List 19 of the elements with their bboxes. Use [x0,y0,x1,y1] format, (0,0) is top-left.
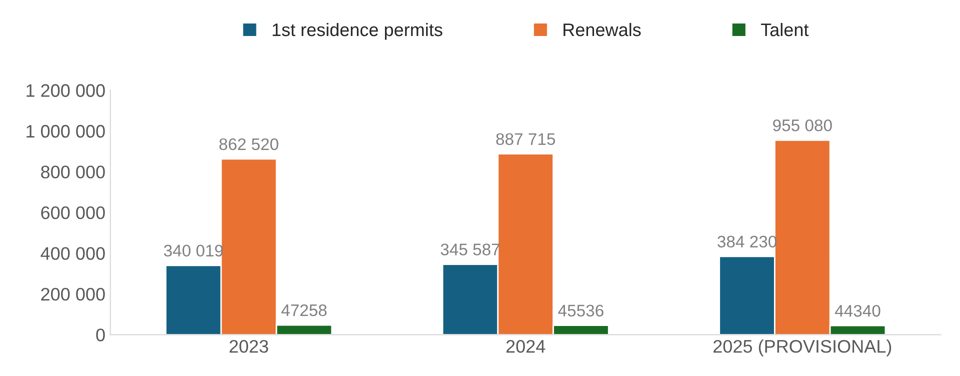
legend-label: 1st residence permits [272,22,442,40]
data-label: 862 520 [219,138,278,150]
y-tick-label: 0 [96,328,105,342]
data-label: 45536 [558,304,604,317]
y-tick-label: 1 000 000 [26,124,105,138]
y-tick-label: 800 000 [41,166,105,178]
y-tick-label: 600 000 [41,206,105,220]
x-tick-label: 2025 (PROVISIONAL) [714,340,892,356]
data-label: 955 080 [773,119,832,132]
x-tick-label: 2023 [230,340,268,353]
x-tick-label: 2024 [506,340,546,353]
y-tick-label: 1 200 000 [26,84,105,97]
data-label: 887 715 [496,133,556,145]
y-tick-label: 400 000 [40,247,105,260]
y-tick-label: 200 000 [41,288,105,301]
data-label: 44340 [834,304,880,317]
legend-label: Talent [760,22,809,36]
legend-label: Renewals [564,22,641,36]
data-label: 47258 [281,304,327,316]
